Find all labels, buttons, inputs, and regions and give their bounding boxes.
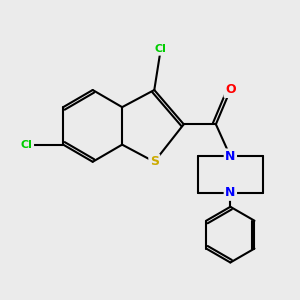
Text: N: N	[225, 186, 236, 200]
Text: Cl: Cl	[21, 140, 33, 150]
Text: N: N	[225, 150, 236, 163]
Text: Cl: Cl	[155, 44, 167, 54]
Text: S: S	[150, 155, 159, 168]
Text: O: O	[225, 83, 236, 97]
